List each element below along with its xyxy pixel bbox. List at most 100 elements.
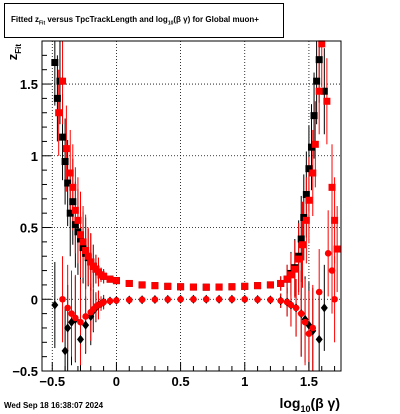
data-point-series-1 bbox=[228, 283, 236, 291]
data-point-series-1 bbox=[69, 183, 77, 191]
data-markers bbox=[51, 40, 341, 356]
data-point-series-3 bbox=[190, 295, 197, 303]
data-point-series-3 bbox=[215, 295, 223, 303]
data-point-series-3 bbox=[241, 295, 249, 303]
data-point-series-1 bbox=[295, 255, 303, 263]
data-point-series-0 bbox=[305, 165, 313, 173]
data-point-series-1 bbox=[277, 279, 285, 287]
data-point-series-0 bbox=[51, 59, 59, 67]
data-point-series-3 bbox=[328, 267, 336, 274]
data-point-series-3 bbox=[287, 301, 295, 309]
data-point-series-1 bbox=[241, 282, 249, 290]
data-point-series-0 bbox=[64, 179, 72, 187]
y-tick-label: 1.5 bbox=[20, 77, 38, 92]
y-axis-label: zFit bbox=[5, 44, 23, 61]
data-point-series-1 bbox=[59, 77, 67, 85]
data-point-series-3 bbox=[106, 297, 114, 305]
data-point-series-1 bbox=[151, 282, 159, 290]
timestamp-footer: Wed Sep 18 16:38:07 2024 bbox=[4, 401, 104, 410]
data-point-series-0 bbox=[53, 94, 61, 102]
data-point-series-3 bbox=[125, 296, 133, 304]
data-point-series-3 bbox=[138, 296, 146, 303]
data-point-series-1 bbox=[323, 97, 331, 105]
data-point-series-3 bbox=[277, 297, 284, 304]
data-point-series-1 bbox=[287, 271, 295, 279]
chart-title-box: Fitted zFit versus TpcTrackLength and lo… bbox=[4, 3, 284, 38]
data-point-series-0 bbox=[297, 235, 305, 243]
x-axis-label: log10(β γ) bbox=[279, 395, 340, 414]
data-point-series-2 bbox=[51, 300, 59, 310]
x-tick-label: 0.5 bbox=[172, 374, 190, 389]
data-point-series-1 bbox=[177, 283, 185, 291]
data-point-series-3 bbox=[309, 324, 317, 332]
data-point-series-1 bbox=[331, 216, 339, 224]
error-bars bbox=[54, 41, 338, 371]
data-point-series-3 bbox=[113, 297, 120, 304]
data-point-series-1 bbox=[112, 277, 120, 285]
tick-labels: −0.5 0 0.5 1 1.5 −0.5 0 0.5 1 1.5 bbox=[12, 77, 318, 389]
data-point-series-2 bbox=[76, 334, 84, 344]
data-point-series-3 bbox=[177, 295, 184, 303]
data-point-series-1 bbox=[66, 169, 74, 177]
data-point-series-1 bbox=[283, 275, 291, 283]
data-point-series-0 bbox=[320, 87, 328, 95]
x-tick-label: −0.5 bbox=[39, 374, 65, 389]
data-point-series-2 bbox=[82, 320, 90, 330]
data-point-series-1 bbox=[125, 279, 133, 287]
data-point-series-0 bbox=[313, 77, 321, 85]
data-point-series-0 bbox=[69, 198, 77, 206]
data-point-series-1 bbox=[106, 275, 114, 283]
data-point-series-1 bbox=[189, 283, 197, 291]
data-point-series-2 bbox=[64, 323, 72, 333]
y-tick-label: 0 bbox=[31, 292, 38, 307]
y-tick-label: −0.5 bbox=[12, 364, 38, 379]
data-point-series-3 bbox=[228, 295, 236, 303]
data-point-series-1 bbox=[305, 196, 313, 204]
data-point-series-0 bbox=[71, 221, 79, 229]
data-point-series-3 bbox=[77, 318, 84, 326]
data-point-series-1 bbox=[62, 145, 70, 153]
data-point-series-1 bbox=[328, 183, 336, 191]
x-tick-label: 0 bbox=[113, 374, 120, 389]
y-tick-label: 0.5 bbox=[20, 221, 38, 236]
data-point-series-3 bbox=[301, 318, 309, 326]
data-point-series-3 bbox=[267, 296, 274, 304]
data-point-series-3 bbox=[59, 295, 66, 303]
y-tick-label: 1 bbox=[31, 149, 38, 164]
data-point-series-2 bbox=[320, 303, 328, 313]
data-point-series-1 bbox=[82, 246, 90, 254]
data-point-series-0 bbox=[307, 143, 315, 151]
data-point-series-3 bbox=[64, 304, 71, 312]
data-point-series-1 bbox=[311, 140, 319, 148]
data-point-series-0 bbox=[59, 133, 67, 141]
data-point-series-1 bbox=[302, 216, 310, 224]
data-point-series-1 bbox=[55, 109, 63, 117]
data-point-series-3 bbox=[202, 295, 210, 303]
data-point-series-1 bbox=[164, 282, 172, 290]
data-point-series-1 bbox=[71, 206, 79, 214]
axis-ticks bbox=[42, 40, 336, 372]
data-point-series-0 bbox=[315, 56, 323, 64]
data-point-series-3 bbox=[297, 310, 305, 317]
data-point-series-3 bbox=[72, 314, 79, 322]
data-point-series-0 bbox=[310, 112, 318, 120]
data-point-series-0 bbox=[302, 191, 310, 199]
data-point-series-1 bbox=[100, 272, 108, 280]
data-point-series-0 bbox=[61, 158, 69, 166]
data-point-series-1 bbox=[79, 238, 87, 246]
data-point-series-1 bbox=[333, 245, 341, 253]
data-point-series-1 bbox=[84, 252, 92, 260]
data-point-series-3 bbox=[82, 313, 89, 320]
data-point-series-1 bbox=[74, 216, 82, 224]
data-point-series-3 bbox=[68, 310, 75, 317]
data-point-series-3 bbox=[254, 296, 261, 303]
data-point-series-1 bbox=[76, 231, 84, 239]
data-point-series-1 bbox=[87, 258, 95, 266]
data-point-series-3 bbox=[151, 296, 159, 303]
data-point-series-1 bbox=[254, 282, 262, 290]
plot-frame bbox=[41, 40, 342, 372]
data-point-series-1 bbox=[215, 283, 223, 291]
data-point-series-1 bbox=[309, 169, 317, 177]
data-point-series-3 bbox=[292, 304, 300, 312]
